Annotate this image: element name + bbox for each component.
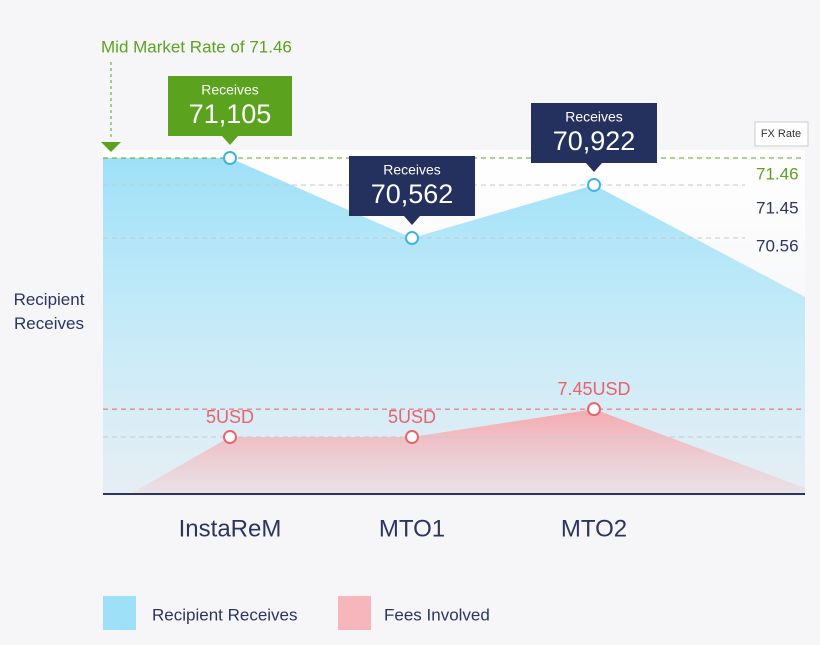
fx-rate: 70.56 <box>756 236 799 255</box>
callout <box>349 156 475 226</box>
legend-swatch <box>103 596 136 630</box>
data-label: 70,562 <box>371 179 454 209</box>
legend-label: Recipient Receives <box>152 605 298 624</box>
annotation: Mid Market Rate of 71.46 <box>101 37 292 56</box>
point <box>223 151 237 165</box>
fx-rate-title: FX Rate <box>761 128 801 140</box>
legend-label: Fees Involved <box>384 605 490 624</box>
data-label: 71,105 <box>189 99 272 129</box>
x-tick-label: InstaReM <box>179 515 282 542</box>
annotation-arrow <box>101 142 121 152</box>
callout <box>168 76 292 145</box>
point <box>405 430 419 445</box>
data-label: 70,922 <box>553 126 636 156</box>
data-label: 5USD <box>388 407 436 427</box>
point <box>223 430 237 445</box>
y-axis-label: Recipient Receives <box>13 290 85 333</box>
x-tick-label: MTO1 <box>379 515 445 542</box>
area <box>130 409 805 494</box>
fx-rate-box <box>754 121 809 147</box>
legend-swatch <box>338 596 371 630</box>
callout <box>531 102 657 172</box>
data-label: 7.45USD <box>557 379 630 399</box>
point <box>587 402 601 417</box>
point <box>587 177 601 192</box>
area <box>103 158 805 494</box>
data-label: 5USD <box>206 407 254 427</box>
callout-label: Receives <box>201 82 259 98</box>
fx-rate: 71.46 <box>756 164 799 183</box>
point <box>405 231 419 246</box>
callout-label: Receives <box>383 162 441 178</box>
x-tick-label: MTO2 <box>561 515 627 542</box>
fx-rate: 71.45 <box>756 198 799 217</box>
callout-label: Receives <box>565 109 623 125</box>
